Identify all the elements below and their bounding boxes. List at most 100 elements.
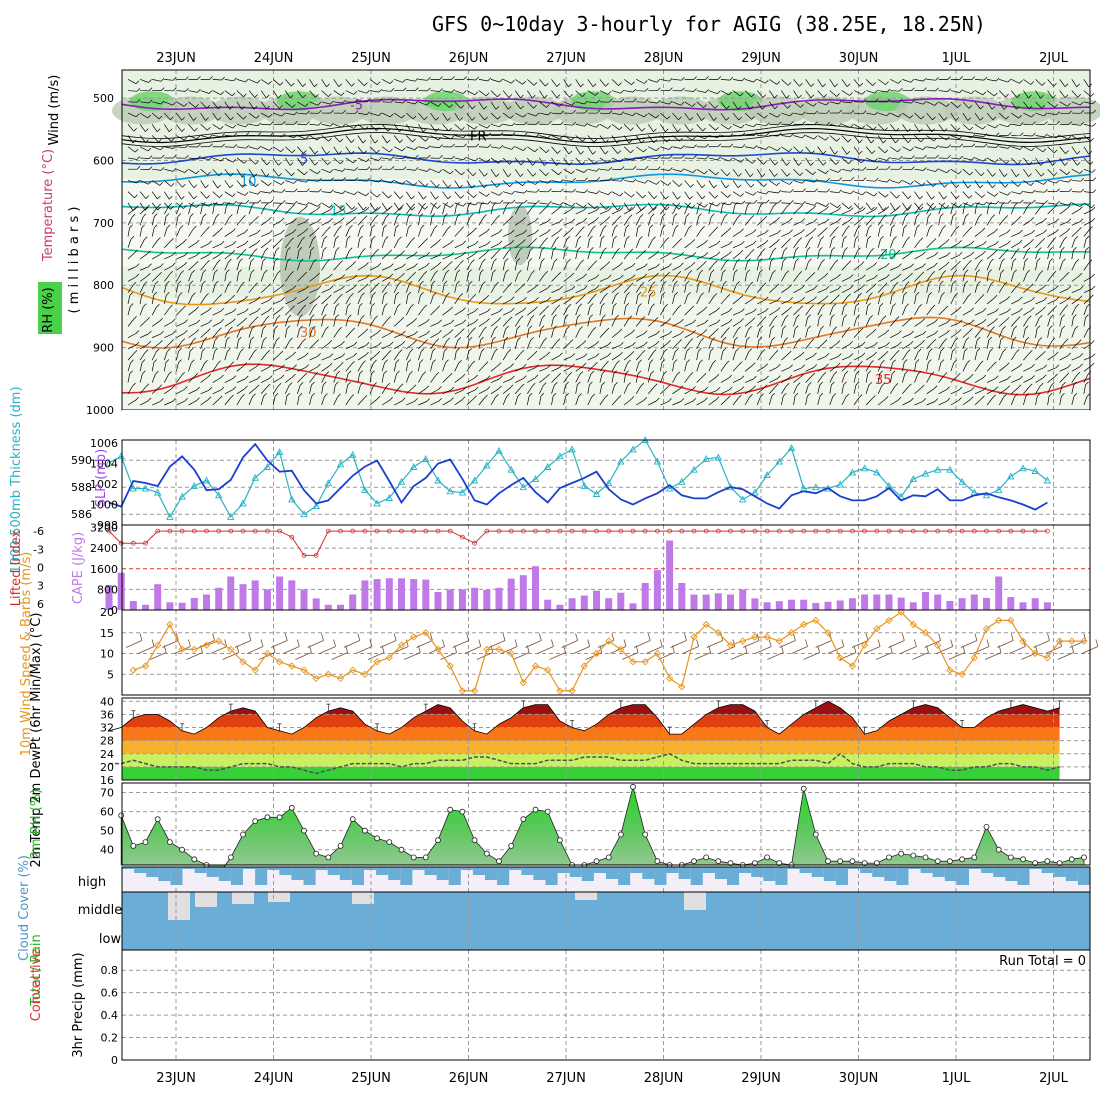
- wind-barb-flag: [364, 283, 369, 288]
- wind-barb-flag: [1031, 229, 1035, 234]
- wind-barb: [793, 157, 799, 166]
- wind-barb-flag: [710, 202, 714, 206]
- wind-barb-flag: [761, 248, 766, 252]
- wind-barb-flag: [995, 144, 1000, 148]
- wind-barb: [841, 306, 845, 316]
- wind-barb: [297, 274, 304, 282]
- wind-barb-flag: [412, 115, 417, 120]
- wind-barb: [575, 297, 583, 305]
- wind-barb-flag: [615, 314, 619, 319]
- wind-barb-flag: [229, 326, 233, 331]
- wind-barb: [986, 272, 989, 282]
- wind-barb: [986, 243, 996, 249]
- wind-barb: [1059, 231, 1068, 237]
- wind-barb-flag: [318, 110, 322, 114]
- wind-barb: [781, 367, 790, 372]
- wind-barb-flag: [400, 204, 404, 209]
- wind-barb-flag: [1061, 325, 1066, 330]
- wind-barb-flag: [932, 339, 937, 343]
- wind-barb-flag: [801, 218, 805, 222]
- wind-barb-flag: [450, 170, 454, 175]
- wind-barb-flag: [302, 83, 306, 87]
- wind-barb-flag: [837, 206, 842, 211]
- wind-barb: [648, 124, 654, 132]
- wind-barb: [139, 227, 143, 237]
- wind-barb: [272, 79, 281, 86]
- wind-barb: [514, 340, 518, 349]
- wind-barb-flag: [523, 297, 527, 301]
- wind-barb-flag: [450, 319, 455, 324]
- wind-barb-flag: [566, 236, 571, 240]
- wind-barb-flag: [1078, 272, 1083, 277]
- wind-barb: [127, 227, 130, 237]
- wind-barb: [551, 355, 560, 361]
- wind-barb: [660, 227, 663, 237]
- wind-barb-flag: [826, 188, 830, 193]
- wind-barb-flag: [798, 162, 802, 166]
- wind-barb-flag: [760, 202, 764, 206]
- wind-barb-flag: [821, 258, 825, 263]
- wind-barb-flag: [505, 269, 509, 274]
- wind-barb-flag: [570, 227, 574, 231]
- wind-barb: [442, 112, 448, 121]
- wind-barb: [188, 272, 193, 282]
- wind-barb-flag: [705, 89, 709, 93]
- wind-barb-flag: [178, 348, 182, 352]
- wind-barb: [938, 332, 947, 338]
- wind-barb-flag: [1044, 121, 1048, 125]
- wind-barb: [878, 265, 887, 271]
- wind-barb: [926, 265, 935, 271]
- wind-barb-flag: [981, 227, 986, 232]
- wind-barb-flag: [292, 373, 296, 378]
- wind-barb: [454, 243, 463, 249]
- wind-barb: [152, 333, 161, 338]
- wind-barb-flag: [220, 307, 225, 312]
- wind-barb: [781, 250, 785, 260]
- wind-barb-flag: [1018, 239, 1023, 244]
- wind-barb-flag: [208, 307, 212, 311]
- wind-barb-flag: [238, 269, 242, 273]
- wind-barb: [1059, 328, 1063, 338]
- wind-barb: [200, 216, 204, 226]
- wind-barb: [333, 356, 343, 361]
- wind-barb: [914, 112, 922, 120]
- wind-barb-flag: [944, 184, 948, 188]
- wind-barb: [877, 285, 885, 293]
- wind-barb-flag: [209, 76, 213, 80]
- wind-barb: [442, 216, 445, 226]
- wind-barb: [1059, 288, 1069, 294]
- wind-barb: [248, 79, 258, 84]
- thickness-point: [921, 469, 930, 477]
- rh-blob: [1043, 96, 1100, 125]
- wind-barb: [599, 355, 609, 361]
- wind-barb: [793, 112, 803, 116]
- wind-barb-flag: [929, 348, 933, 352]
- wind-barb: [853, 264, 862, 271]
- wind-barb: [139, 216, 144, 226]
- wind-barb: [236, 146, 246, 149]
- wind-barb-flag: [144, 349, 149, 353]
- wind-barb-flag: [857, 247, 861, 252]
- wind-barb-flag: [547, 218, 551, 222]
- wind-barb: [478, 284, 483, 293]
- wind-barb: [200, 399, 209, 406]
- wind-barb: [502, 146, 512, 150]
- thickness-point: [324, 479, 333, 487]
- wind-barb: [478, 243, 488, 249]
- wind-barb-flag: [1077, 94, 1082, 98]
- wind-barb: [502, 328, 506, 338]
- wind-barb: [430, 135, 439, 141]
- wind-barb: [769, 168, 775, 177]
- wind-barb-flag: [656, 263, 660, 267]
- wind-barb-flag: [251, 202, 256, 206]
- wind-barb-flag: [628, 139, 633, 144]
- wind-barb: [260, 366, 270, 372]
- wind-barb: [248, 387, 257, 395]
- wind-barb: [127, 252, 135, 260]
- wind-barb-flag: [935, 87, 939, 92]
- wind-barb-flag: [1039, 270, 1044, 274]
- wind-barb: [176, 389, 185, 395]
- wind-barb: [127, 79, 137, 85]
- wind-barb: [744, 252, 752, 260]
- wind-barb-flag: [995, 77, 1000, 82]
